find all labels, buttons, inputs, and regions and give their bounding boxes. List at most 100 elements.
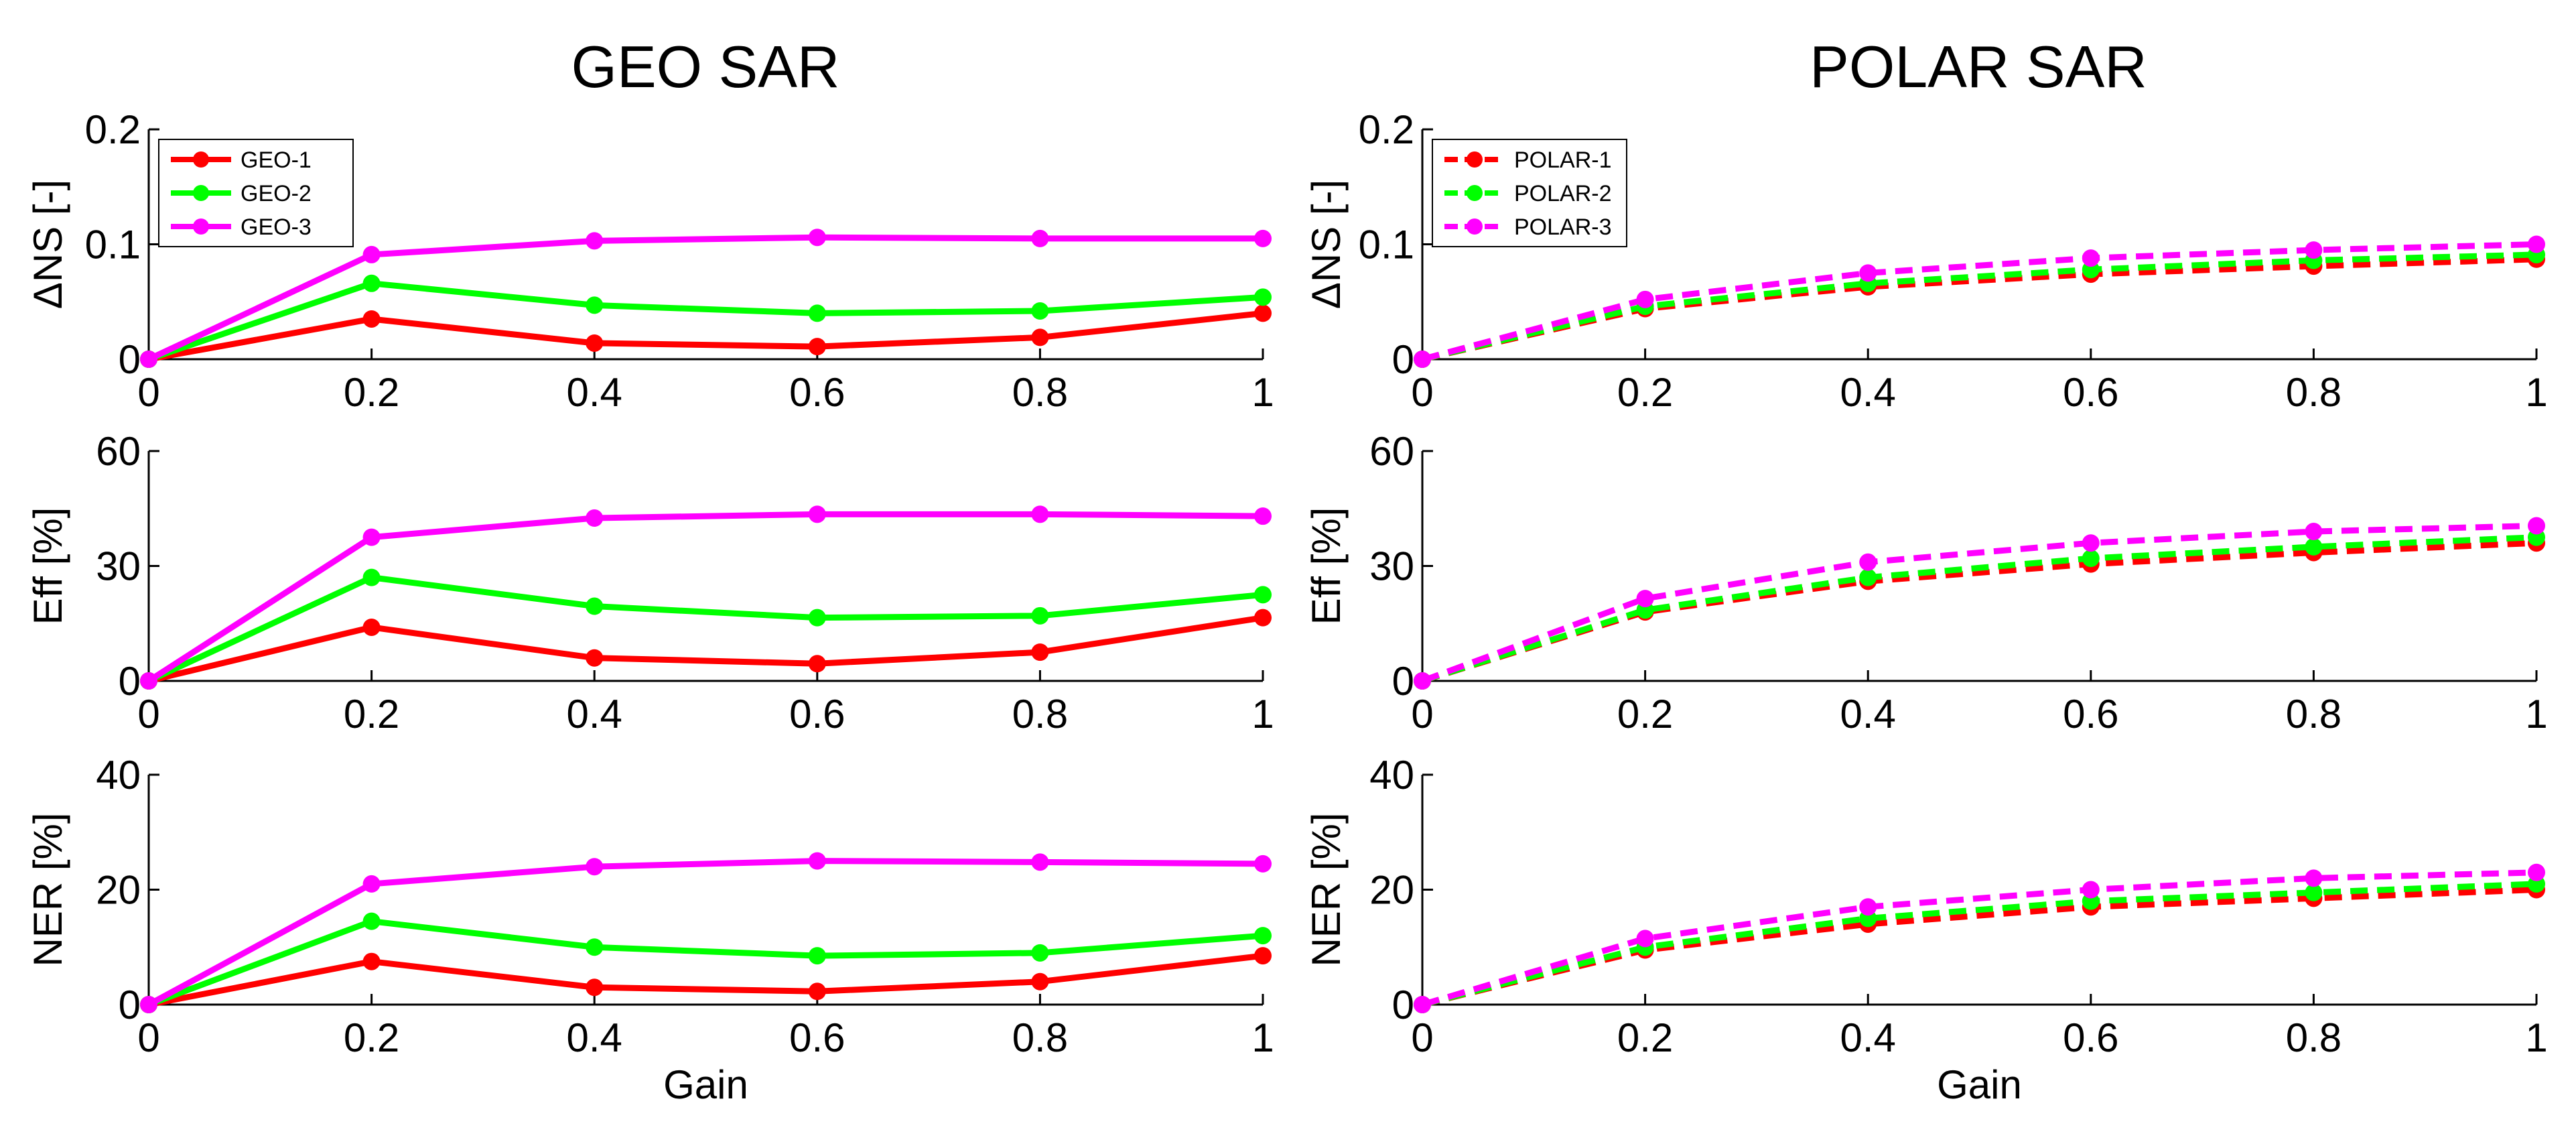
data-point	[1031, 853, 1049, 871]
data-point	[2082, 534, 2100, 552]
y-tick-label: 0.1	[1359, 223, 1414, 267]
x-tick-label: 0.8	[2286, 692, 2342, 737]
y-tick-label: 60	[1369, 429, 1414, 474]
data-point	[140, 672, 157, 690]
data-point	[362, 274, 381, 292]
data-point	[2528, 863, 2545, 881]
legend-marker	[193, 218, 209, 235]
legend-label: POLAR-2	[1514, 181, 1612, 206]
data-point	[2305, 523, 2323, 541]
data-point	[586, 978, 604, 997]
polar-panel-2: 0 0.2 0.4 0.6 0.8 1 0 30 60 Eff [%]	[1304, 429, 2548, 737]
data-point	[1254, 609, 1272, 627]
data-point	[1254, 947, 1272, 965]
geo-sar-title: GEO SAR	[571, 34, 840, 100]
data-point	[2305, 869, 2323, 887]
x-tick-label: 0.2	[1617, 370, 1673, 415]
x-tick-label: 0.2	[344, 370, 399, 415]
data-point	[140, 996, 157, 1013]
data-point	[1636, 930, 1654, 948]
series-line-geo-2	[147, 574, 1264, 684]
x-tick-label: 1	[1251, 1015, 1274, 1060]
y-tick-label: 0.2	[85, 107, 141, 152]
y-tick-label: 0.1	[85, 223, 141, 267]
y-tick-label: 60	[96, 429, 141, 474]
x-axis-label: Gain	[1937, 1062, 2022, 1107]
x-tick-label: 0	[1411, 1015, 1433, 1060]
x-tick-label: 1	[2525, 692, 2547, 737]
x-tick-label: 0.8	[2286, 370, 2342, 415]
data-point	[362, 528, 381, 546]
geo-panel-3: 0 0.2 0.4 0.6 0.8 1 0 20 40 NER [%] Gain	[25, 753, 1274, 1107]
y-tick-label: 20	[1369, 868, 1414, 913]
legend-label: POLAR-3	[1514, 214, 1612, 240]
data-point	[1859, 898, 1877, 916]
data-point	[808, 852, 826, 870]
y-tick-label: 30	[96, 544, 141, 589]
x-tick-label: 0.6	[789, 370, 845, 415]
geo-panel-2: 0 0.2 0.4 0.6 0.8 1 0 30 60 Eff [%]	[25, 429, 1274, 737]
data-point	[2082, 249, 2100, 267]
series-line-polar-2	[1421, 251, 2537, 363]
series-line-geo-1	[147, 615, 1264, 684]
data-point	[1031, 229, 1049, 247]
data-point	[1414, 996, 1431, 1013]
x-tick-label: 0	[137, 370, 159, 415]
data-point	[1031, 972, 1049, 991]
legend: GEO-1 GEO-2 GEO-3	[158, 139, 354, 247]
series-line-polar-2	[1421, 881, 2537, 1008]
series-line-geo-1	[148, 952, 1264, 1008]
data-point	[1254, 229, 1272, 247]
data-point	[362, 568, 381, 586]
series-line-polar-2	[1421, 534, 2537, 684]
data-point	[2305, 883, 2323, 901]
series-line-geo-1	[148, 310, 1264, 363]
polar-sar-title: POLAR SAR	[1810, 34, 2147, 100]
legend-marker	[193, 185, 209, 201]
y-tick-label: 20	[96, 868, 141, 913]
x-tick-label: 0	[1411, 692, 1433, 737]
data-point	[362, 245, 381, 263]
polar-panel-3: 0 0.2 0.4 0.6 0.8 1 0 20 40 NER [%] Gain	[1304, 753, 2548, 1107]
legend-marker	[1467, 151, 1483, 168]
x-tick-label: 1	[1251, 692, 1274, 737]
x-tick-label: 0.6	[2063, 1015, 2118, 1060]
data-point	[586, 938, 604, 956]
series-line-polar-3	[1421, 241, 2537, 363]
x-axis-label: Gain	[663, 1062, 748, 1107]
y-tick-label: 30	[1369, 544, 1414, 589]
data-point	[808, 947, 826, 965]
x-tick-label: 0.4	[566, 1015, 622, 1060]
data-point	[586, 858, 604, 876]
x-tick-label: 0.4	[1840, 692, 1895, 737]
data-point	[362, 618, 381, 636]
x-tick-label: 0.4	[566, 370, 622, 415]
data-point	[2305, 537, 2323, 556]
data-point	[1636, 290, 1654, 308]
data-point	[1031, 328, 1049, 346]
y-tick-label: 0	[119, 337, 141, 382]
y-tick-label: 0	[119, 659, 141, 704]
data-point	[586, 334, 604, 352]
series-line-polar-3	[1421, 869, 2537, 1008]
x-tick-label: 0.2	[344, 692, 399, 737]
data-point	[586, 296, 604, 314]
data-point	[808, 304, 826, 322]
x-tick-label: 0.8	[1012, 370, 1068, 415]
data-point	[1859, 568, 1877, 586]
y-axis-label: NER [%]	[1304, 812, 1349, 966]
x-tick-label: 0.6	[789, 1015, 845, 1060]
y-tick-label: 40	[1369, 753, 1414, 798]
x-tick-label: 0.6	[2063, 370, 2118, 415]
data-point	[2082, 881, 2100, 899]
legend-label: GEO-2	[241, 181, 312, 206]
x-tick-label: 0.6	[789, 692, 845, 737]
series-line-geo-2	[147, 918, 1264, 1008]
legend-marker	[1467, 218, 1483, 235]
data-point	[808, 229, 826, 247]
data-point	[1254, 927, 1272, 945]
data-point	[1636, 590, 1654, 608]
